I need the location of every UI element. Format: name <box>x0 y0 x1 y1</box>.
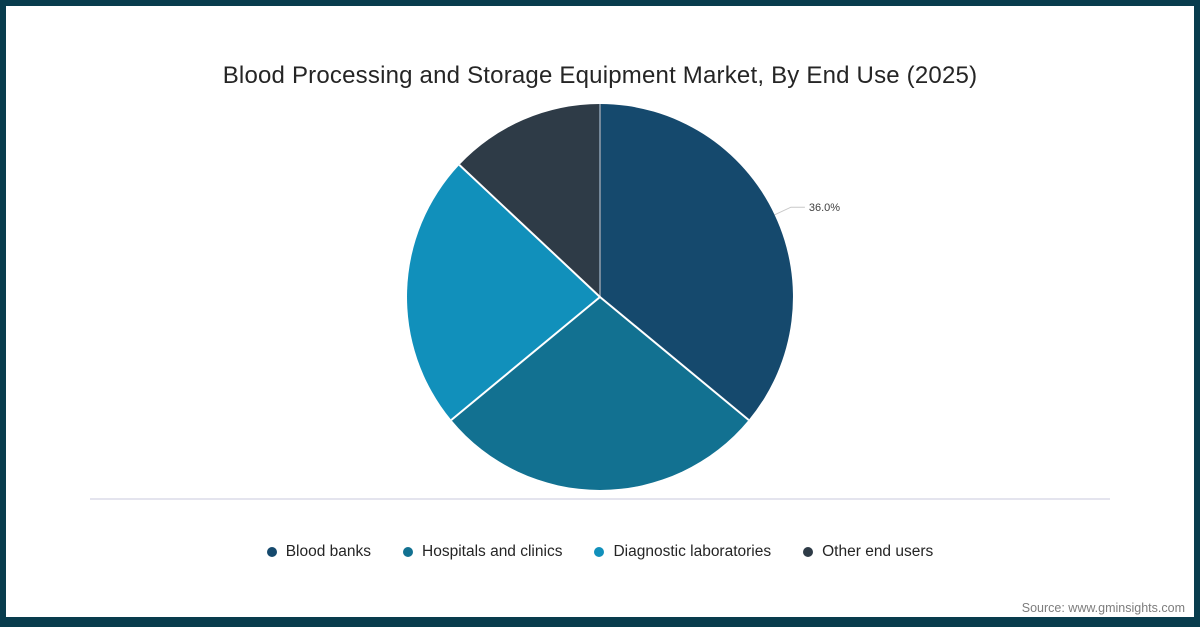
legend-item-hospitals-and-clinics[interactable]: Hospitals and clinics <box>403 544 562 560</box>
pie-slice-blood-banks[interactable] <box>600 104 793 420</box>
separator-line <box>90 498 1110 500</box>
legend-dot <box>403 546 414 557</box>
slice-data-label: 36.0% <box>809 202 840 214</box>
source-credit: Source: www.gminsights.com <box>1021 601 1185 615</box>
legend-item-diagnostic-laboratories[interactable]: Diagnostic laboratories <box>594 544 771 560</box>
chart-title: Blood Processing and Storage Equipment M… <box>222 62 978 89</box>
legend-dot <box>594 546 605 557</box>
legend-label: Hospitals and clinics <box>422 543 563 560</box>
legend-dot <box>266 546 277 557</box>
legend-label: Diagnostic laboratories <box>613 543 772 560</box>
legend-item-other-end-users[interactable]: Other end users <box>803 544 933 560</box>
slice-divider <box>450 296 601 421</box>
legend-dot <box>803 546 814 557</box>
pie-slice-hospitals-and-clinics[interactable] <box>451 297 749 490</box>
pie-svg: 36.0% <box>407 104 840 490</box>
pie-slice-other-end-users[interactable] <box>459 104 600 297</box>
legend: Blood banks Hospitals and clinics Diagnost… <box>6 544 1194 560</box>
legend-item-blood-banks[interactable]: Blood banks <box>266 543 372 560</box>
pie-slice-diagnostic-laboratories[interactable] <box>407 164 600 420</box>
legend-label: Other end users <box>822 543 934 560</box>
legend-label: Blood banks <box>285 543 372 560</box>
slice-divider <box>458 164 601 298</box>
slice-label-line <box>774 206 805 216</box>
slice-divider <box>599 296 750 421</box>
